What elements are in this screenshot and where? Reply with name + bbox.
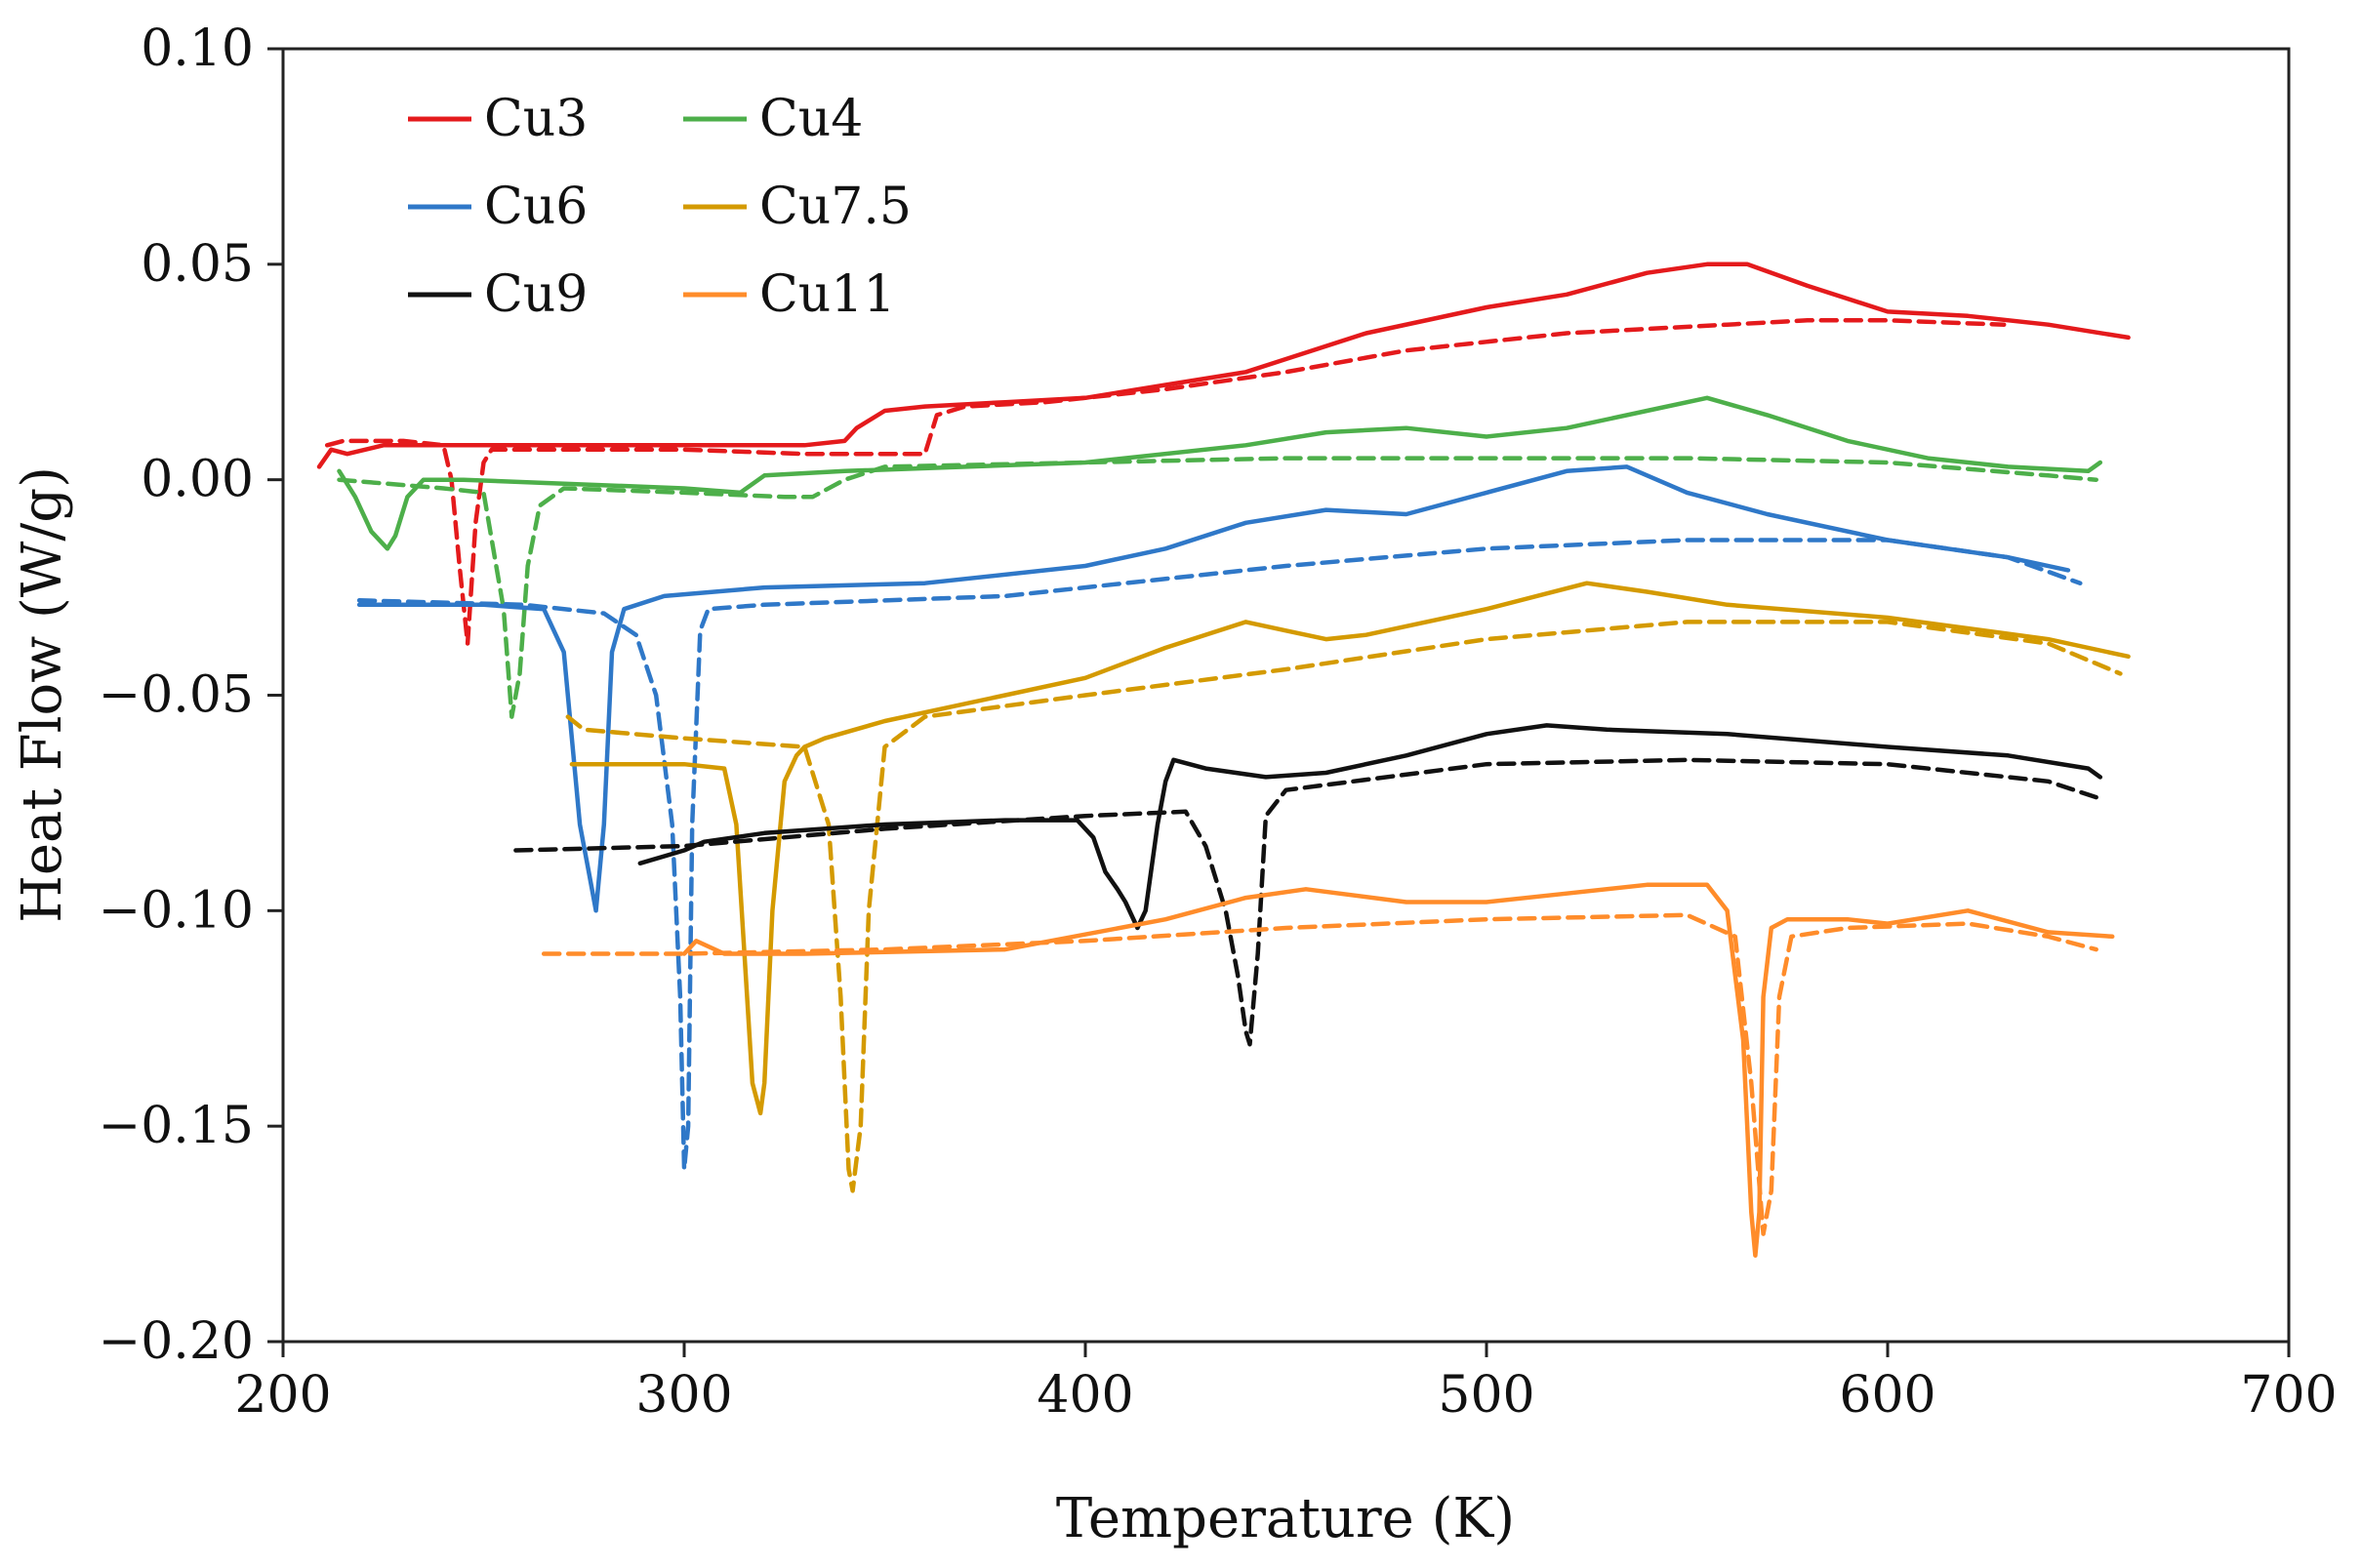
- y-tick-label: 0.10: [141, 20, 254, 78]
- legend: Cu3 Cu4 Cu6 Cu7.5 Cu9 Cu11: [408, 90, 912, 324]
- legend-label-cu4: Cu4: [759, 90, 863, 148]
- x-tick-label: 200: [234, 1366, 331, 1425]
- legend-label-cu6: Cu6: [484, 178, 588, 236]
- x-axis-ticks: 200 300 400 500 600 700: [234, 1342, 2338, 1425]
- legend-label-cu3: Cu3: [484, 90, 588, 148]
- legend-label-cu7-5: Cu7.5: [759, 178, 912, 236]
- y-tick-label: −0.05: [99, 666, 254, 725]
- series-line-cu11-dashed: [541, 912, 2098, 1236]
- x-tick-label: 500: [1438, 1366, 1534, 1425]
- y-tick-label: 0.00: [141, 451, 254, 509]
- series-line-cu4-solid: [337, 395, 2103, 551]
- y-axis-title: Heat Flow (W/g): [11, 466, 74, 923]
- series-line-cu9-solid: [637, 723, 2103, 931]
- series-line-cu4-dashed: [337, 456, 2098, 719]
- y-tick-label: −0.20: [99, 1312, 254, 1371]
- series-line-cu6-dashed: [356, 538, 2083, 1172]
- series-group: [316, 261, 2131, 1258]
- x-tick-label: 700: [2240, 1366, 2337, 1425]
- x-tick-label: 600: [1839, 1366, 1935, 1425]
- legend-label-cu9: Cu9: [484, 265, 588, 324]
- x-tick-label: 400: [1037, 1366, 1133, 1425]
- series-line-cu9-dashed: [513, 757, 2103, 1047]
- y-tick-label: −0.15: [99, 1097, 254, 1155]
- y-tick-label: 0.05: [141, 235, 254, 294]
- y-axis-ticks: −0.20 −0.15 −0.10 −0.05 0.00 0.05 0.10: [99, 20, 283, 1371]
- x-axis-title: Temperature (K): [1056, 1487, 1515, 1550]
- series-line-cu3-dashed: [324, 318, 2007, 646]
- series-line-cu6-solid: [356, 464, 2071, 913]
- x-tick-label: 300: [635, 1366, 732, 1425]
- legend-label-cu11: Cu11: [759, 265, 895, 324]
- series-line-cu7-5-solid: [569, 581, 2131, 1116]
- y-tick-label: −0.10: [99, 881, 254, 940]
- series-line-cu7-5-dashed: [565, 620, 2123, 1193]
